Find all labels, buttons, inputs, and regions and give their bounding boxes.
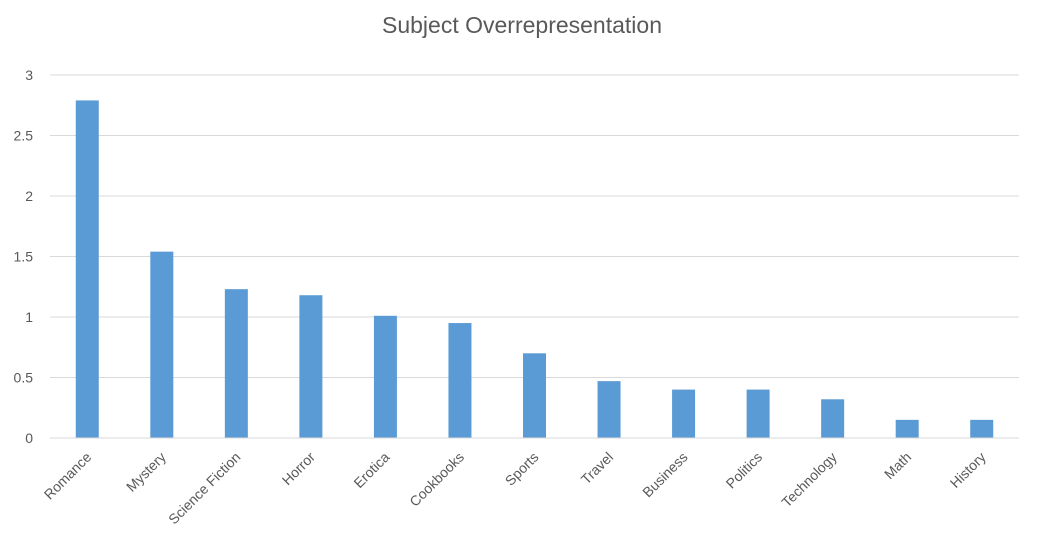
bar-science-fiction [224,289,248,438]
bars [50,100,1019,439]
chart-title: Subject Overrepresentation [382,12,662,38]
x-tick-label: Erotica [350,449,392,491]
y-tick-label: 0 [25,430,33,446]
bar-cookbooks [448,323,472,438]
y-tick-label: 1 [25,309,33,325]
x-tick-label: Math [881,449,914,482]
x-tick-label: Travel [578,449,616,487]
bar-history [970,419,994,438]
x-tick-label: Mystery [123,449,169,495]
bar-travel [597,381,621,438]
y-tick-labels: 0 0.5 1 1.5 2 2.5 3 [14,67,34,446]
bar-erotica [373,315,397,438]
x-tick-label: Politics [723,449,766,492]
bar-politics [746,389,770,438]
y-tick-label: 0.5 [14,370,34,386]
bar-romance [75,100,99,438]
y-tick-label: 1.5 [14,249,34,265]
x-tick-label: Sports [502,449,542,489]
x-tick-label: History [947,449,989,491]
y-tick-label: 3 [25,67,33,83]
x-tick-label: Cookbooks [406,449,467,510]
y-tick-label: 2.5 [14,128,34,144]
x-tick-label: Technology [778,449,839,510]
bar-math [895,419,919,438]
x-tick-label: Science Fiction [165,449,243,527]
x-tick-label: Business [639,449,690,500]
bar-horror [299,295,323,438]
bar-technology [821,399,845,438]
bar-mystery [150,251,174,438]
x-tick-label: Horror [279,449,319,489]
y-tick-label: 2 [25,188,33,204]
bar-business [672,389,696,438]
bar-sports [523,353,546,438]
x-tick-label: Romance [41,449,95,503]
